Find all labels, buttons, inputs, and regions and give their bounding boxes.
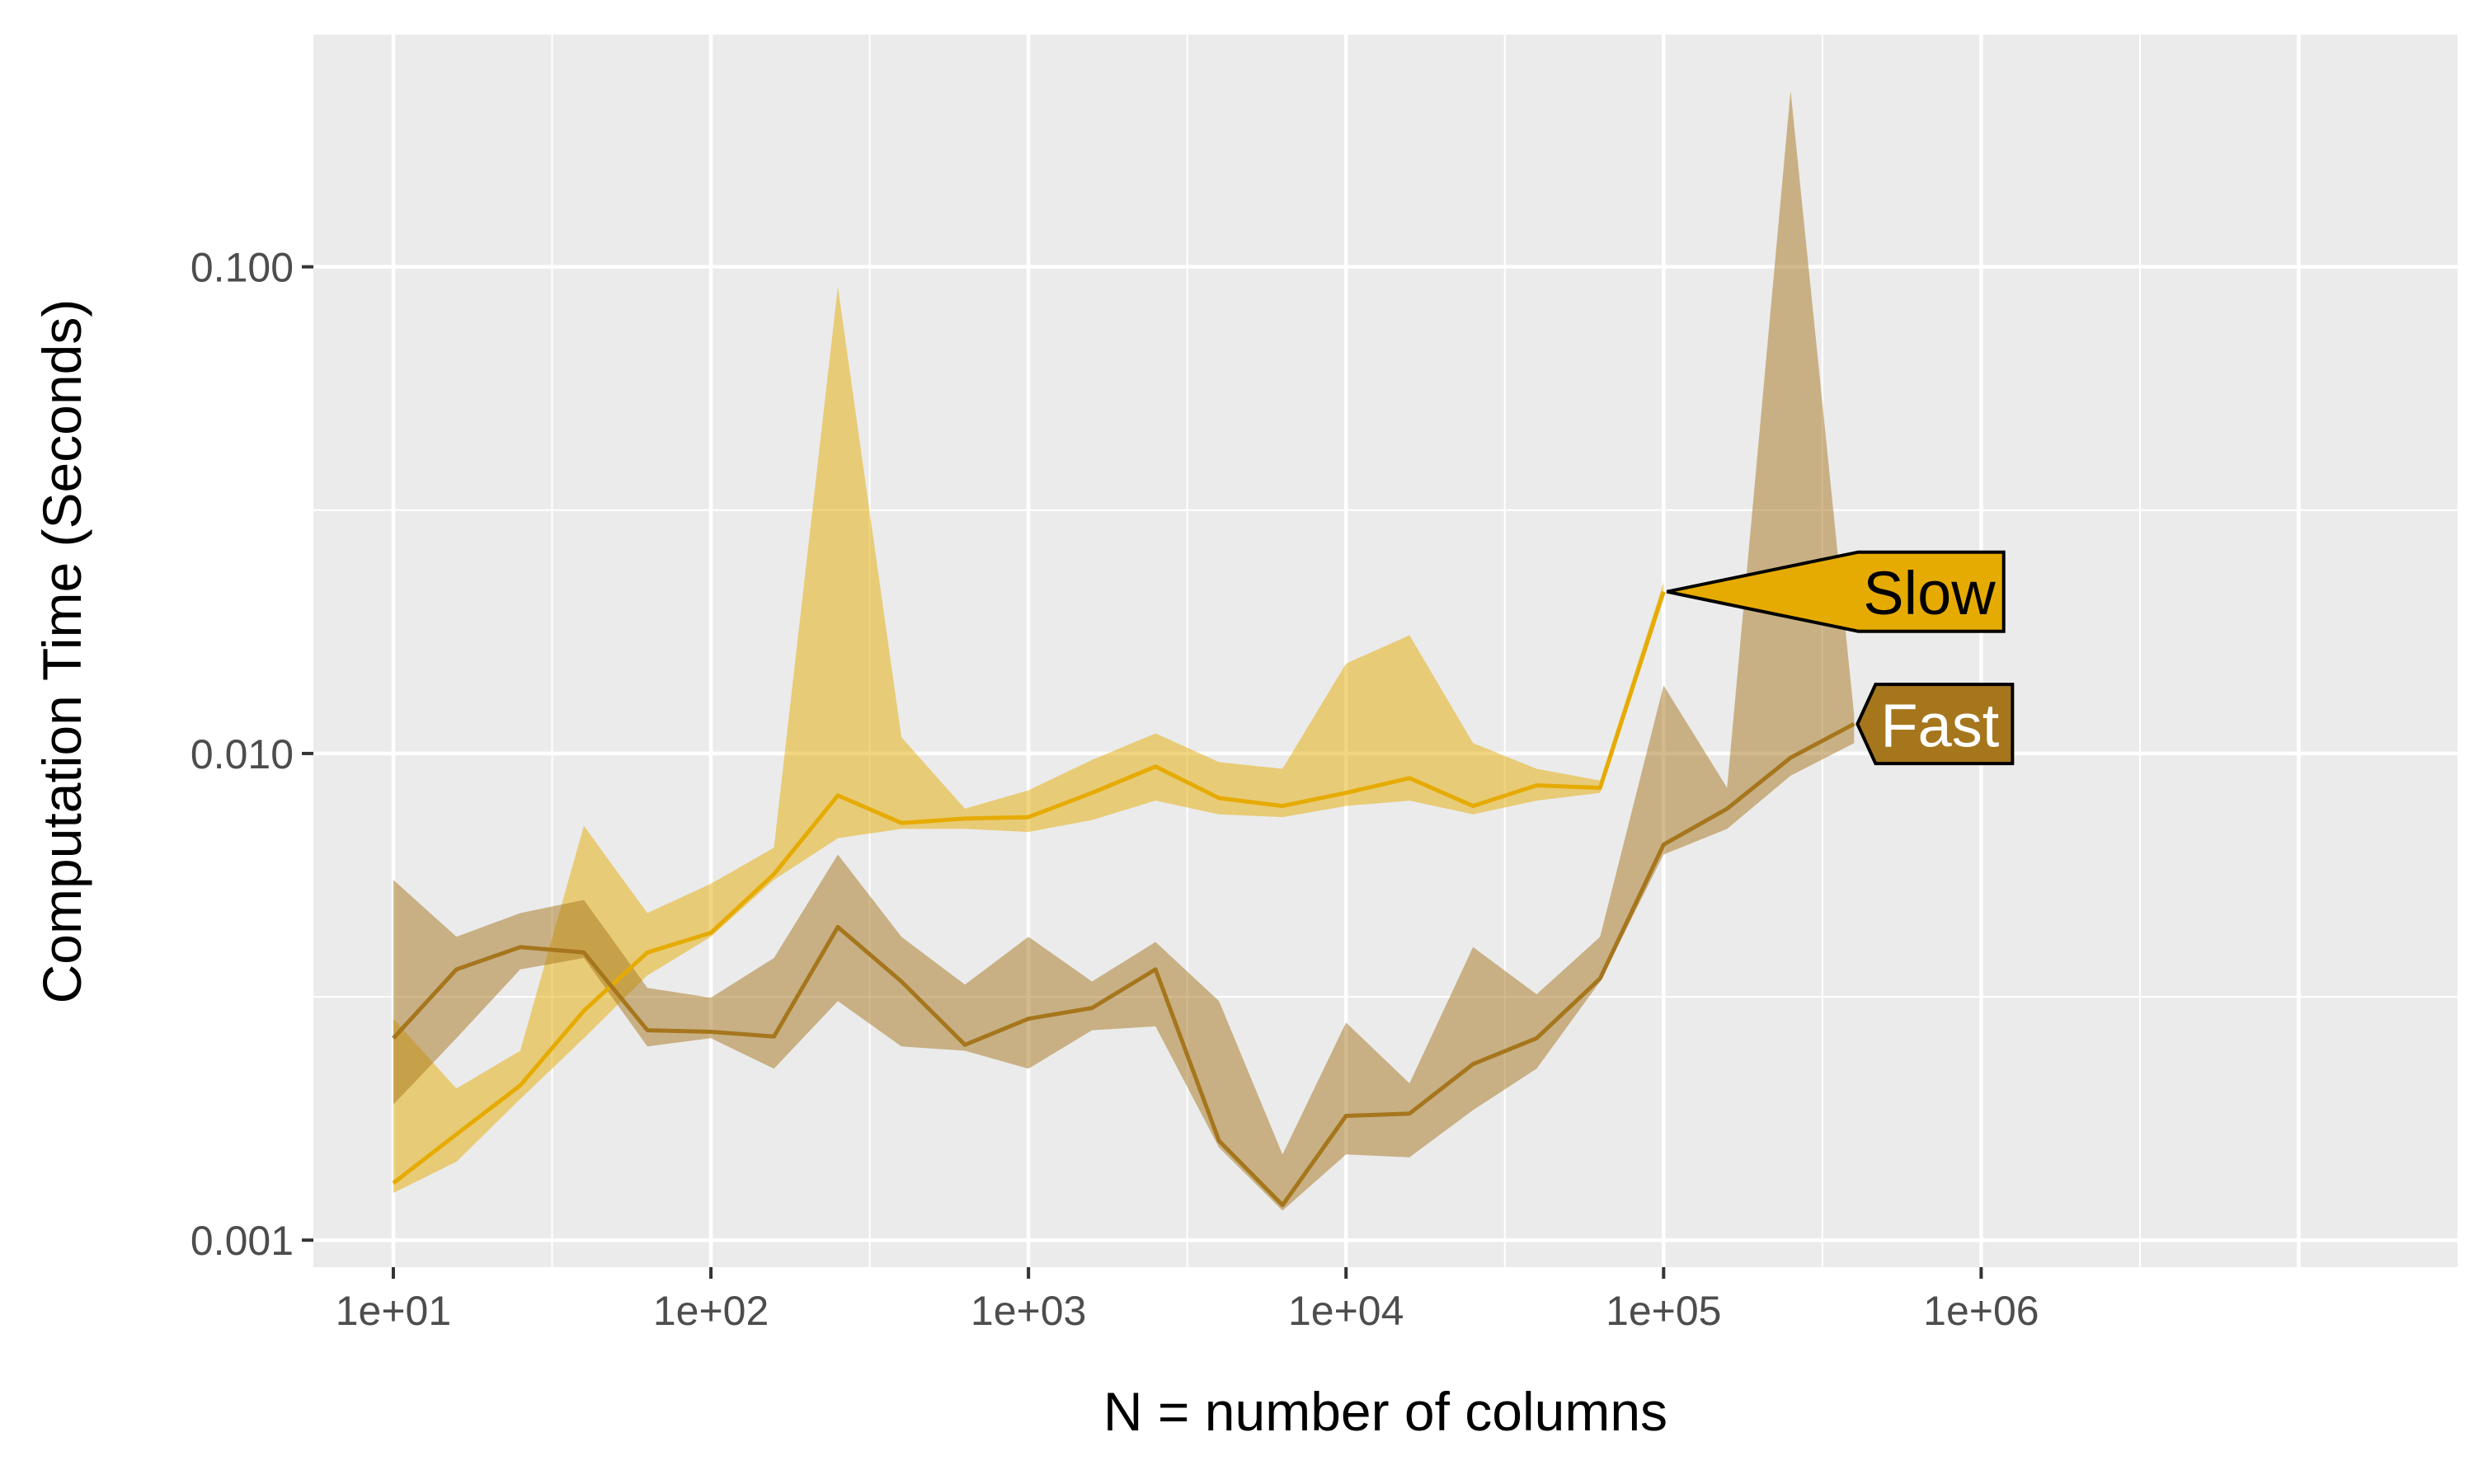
grid-major (313, 35, 2458, 1267)
series-label-box (1856, 683, 2015, 766)
x-tick-label: 1e+03 (971, 1288, 1086, 1334)
y-axis-title: Computation Time (Seconds) (31, 299, 92, 1004)
x-tick-label: 1e+06 (1923, 1288, 2039, 1334)
x-tick-label: 1e+04 (1288, 1288, 1404, 1334)
x-axis: 1e+01 1e+02 1e+03 1e+04 1e+05 1e+06 (336, 1267, 2039, 1334)
ribbon-slow (393, 286, 1664, 1193)
x-tick-label: 1e+01 (336, 1288, 451, 1334)
y-axis: 0.001 0.010 0.100 (190, 245, 313, 1264)
line-slow (392, 590, 1666, 1185)
series-label-text: Slow (1863, 559, 1996, 627)
series-label-slow: Slow (1666, 550, 2006, 633)
series-label-fast: Fast (1856, 683, 2015, 766)
x-axis-title: N = number of columns (1103, 1381, 1667, 1442)
series-labels: Slow Fast (1666, 550, 2015, 766)
series-label-text: Fast (1880, 692, 1999, 760)
series-lines (392, 590, 1856, 1208)
series-label-box (1666, 550, 2006, 633)
x-tick-label: 1e+05 (1606, 1288, 1721, 1334)
line-fast (392, 721, 1856, 1208)
y-tick-label: 0.010 (190, 731, 294, 777)
y-tick-label: 0.001 (190, 1218, 294, 1264)
x-tick-label: 1e+02 (653, 1288, 769, 1334)
y-tick-label: 0.100 (190, 245, 294, 291)
